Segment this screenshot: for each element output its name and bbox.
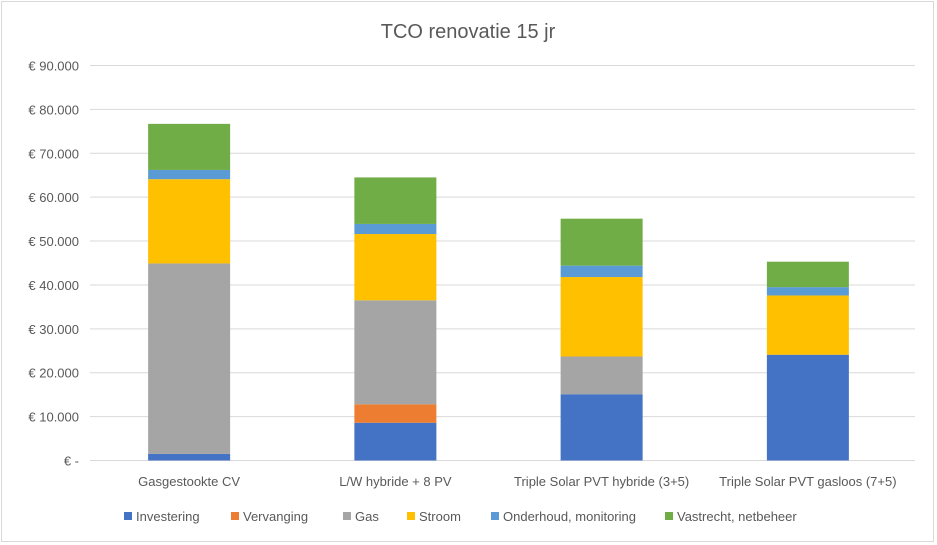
legend-swatch: [231, 512, 239, 520]
bar-segment-onderhoud-monitoring: [766, 287, 849, 296]
bar-segment-stroom: [148, 179, 231, 264]
y-tick-label: € 40.000: [28, 278, 79, 293]
legend-label: Vervanging: [243, 509, 308, 524]
bar-segment-gas: [354, 300, 437, 405]
y-axis-ticks: € - € 10.000 € 20.000 € 30.000 € 40.000 € 50.…: [28, 59, 79, 469]
bars: [148, 123, 849, 461]
chart-title: TCO renovatie 15 jr: [381, 21, 556, 43]
bar-segment-stroom: [766, 295, 849, 355]
legend-item: Gas: [343, 509, 379, 524]
bar-segment-gas: [148, 263, 231, 454]
bar-segment-investering: [560, 394, 643, 461]
y-tick-label: € 70.000: [28, 146, 79, 161]
y-tick-label: € 50.000: [28, 234, 79, 249]
x-axis-labels: Gasgestookte CV L/W hybride + 8 PV Triple …: [138, 474, 896, 489]
y-tick-label: € 20.000: [28, 366, 79, 381]
legend-label: Vastrecht, netbeheer: [677, 509, 797, 524]
y-tick-label: € 80.000: [28, 102, 79, 117]
y-tick-label: € 90.000: [28, 59, 79, 74]
x-tick-label: Triple Solar PVT hybride (3+5): [514, 474, 689, 489]
y-tick-label: € 60.000: [28, 190, 79, 205]
bar-segment-investering: [148, 453, 231, 461]
bar-segment-gas: [560, 356, 643, 395]
x-tick-label: Triple Solar PVT gasloos (7+5): [719, 474, 896, 489]
legend-label: Onderhoud, monitoring: [503, 509, 636, 524]
legend-item: Investering: [124, 509, 200, 524]
legend-label: Gas: [355, 509, 379, 524]
legend-swatch: [665, 512, 673, 520]
legend-item: Vervanging: [231, 509, 308, 524]
bar-segment-onderhoud-monitoring: [354, 223, 437, 235]
y-tick-label: € 30.000: [28, 322, 79, 337]
bar-segment-vastrecht-netbeheer: [354, 177, 437, 224]
y-tick-label: € 10.000: [28, 410, 79, 425]
legend-label: Stroom: [419, 509, 461, 524]
bar-segment-investering: [766, 354, 849, 461]
bar-segment-vastrecht-netbeheer: [560, 218, 643, 266]
legend-item: Stroom: [407, 509, 461, 524]
bar-segment-vastrecht-netbeheer: [148, 123, 231, 170]
y-tick-label: € -: [64, 454, 79, 469]
legend-swatch: [124, 512, 132, 520]
bar-segment-onderhoud-monitoring: [560, 265, 643, 278]
bar-segment-investering: [354, 422, 437, 461]
legend-swatch: [343, 512, 351, 520]
x-tick-label: L/W hybride + 8 PV: [339, 474, 452, 489]
legend-swatch: [491, 512, 499, 520]
bar-segment-onderhoud-monitoring: [148, 169, 231, 180]
bar-segment-vervanging: [354, 404, 437, 423]
legend-swatch: [407, 512, 415, 520]
bar-segment-stroom: [560, 277, 643, 357]
x-tick-label: Gasgestookte CV: [138, 474, 240, 489]
bar-segment-vastrecht-netbeheer: [766, 261, 849, 288]
legend-item: Vastrecht, netbeheer: [665, 509, 797, 524]
legend-label: Investering: [136, 509, 200, 524]
legend: Investering Vervanging Gas Stroom Onderhoud,…: [124, 509, 797, 524]
legend-item: Onderhoud, monitoring: [491, 509, 636, 524]
bar-segment-stroom: [354, 234, 437, 301]
